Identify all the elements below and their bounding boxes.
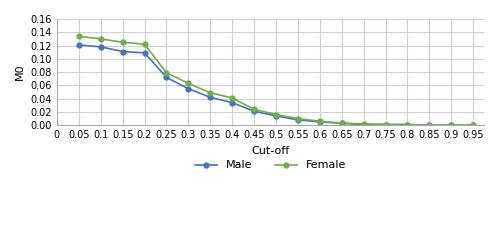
Female bbox=[295, 117, 301, 120]
Female bbox=[470, 124, 476, 127]
Male bbox=[251, 110, 257, 113]
Male bbox=[120, 50, 126, 53]
Line: Female: Female bbox=[76, 34, 475, 128]
Male bbox=[208, 96, 214, 99]
Female bbox=[339, 122, 345, 125]
Male bbox=[360, 123, 366, 126]
Female bbox=[186, 82, 192, 85]
Male bbox=[229, 101, 235, 104]
Male bbox=[470, 124, 476, 127]
Male bbox=[164, 76, 170, 79]
Line: Male: Male bbox=[76, 42, 475, 128]
Male bbox=[339, 122, 345, 125]
Female bbox=[229, 97, 235, 99]
Female bbox=[76, 35, 82, 38]
Y-axis label: M0: M0 bbox=[15, 64, 25, 80]
Male bbox=[295, 118, 301, 121]
Female bbox=[404, 123, 410, 126]
Female bbox=[273, 113, 279, 116]
Female bbox=[360, 122, 366, 125]
Male bbox=[382, 123, 388, 126]
Male bbox=[404, 123, 410, 126]
Legend: Male, Female: Male, Female bbox=[190, 156, 350, 175]
Male bbox=[273, 114, 279, 117]
Female bbox=[208, 91, 214, 94]
Male bbox=[448, 124, 454, 127]
Male bbox=[186, 87, 192, 90]
X-axis label: Cut-off: Cut-off bbox=[252, 146, 290, 156]
Female bbox=[98, 37, 103, 40]
Female bbox=[251, 108, 257, 111]
Male bbox=[317, 121, 323, 123]
Female bbox=[448, 124, 454, 127]
Female bbox=[426, 124, 432, 127]
Female bbox=[382, 123, 388, 126]
Female bbox=[317, 120, 323, 123]
Male bbox=[76, 43, 82, 46]
Male bbox=[142, 51, 148, 54]
Male bbox=[98, 45, 103, 48]
Female bbox=[164, 71, 170, 74]
Female bbox=[142, 43, 148, 46]
Male bbox=[426, 124, 432, 127]
Female bbox=[120, 41, 126, 44]
